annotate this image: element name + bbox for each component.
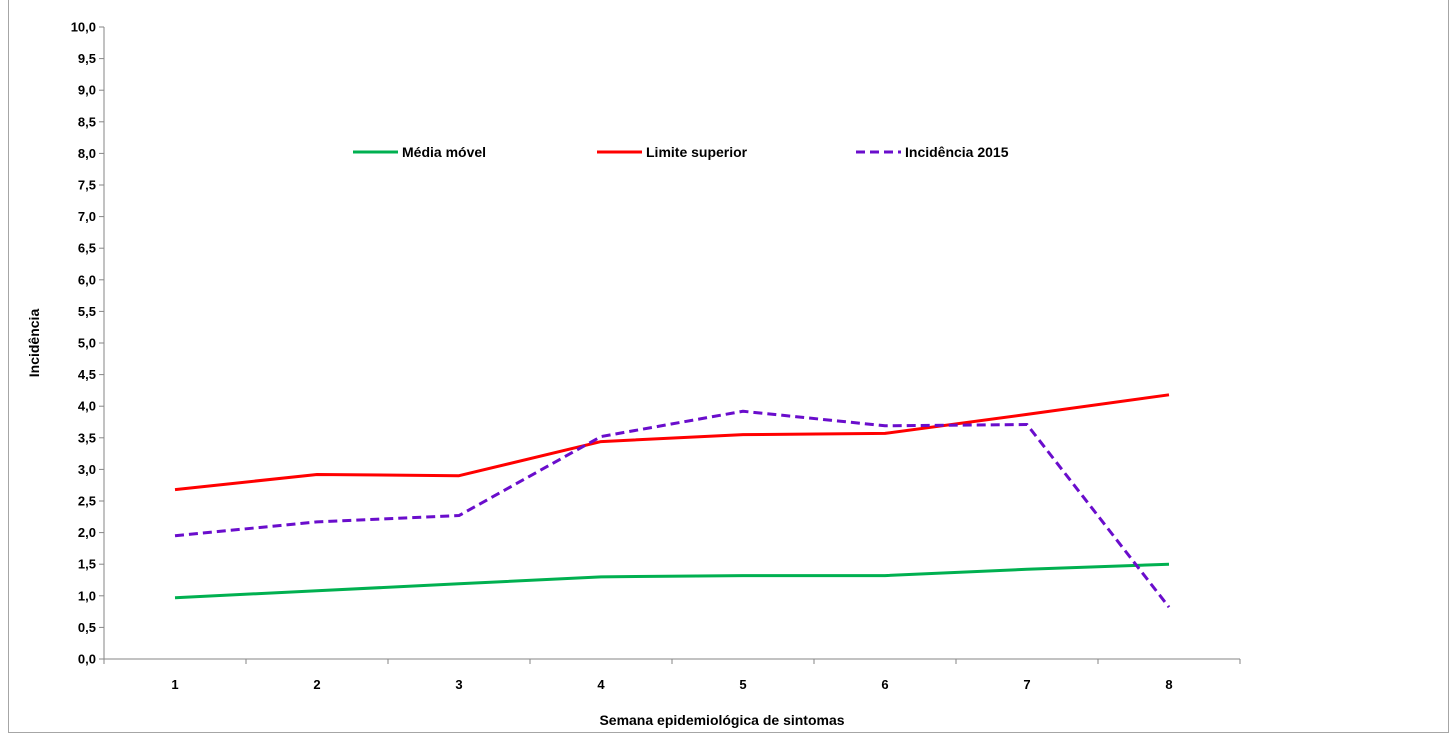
series-lines — [174, 393, 1171, 609]
x-axis-title: Semana epidemiológica de sintomas — [599, 712, 844, 728]
x-tick-label: 6 — [881, 677, 888, 692]
axes — [103, 27, 1240, 660]
y-tick-label: 8,5 — [78, 114, 96, 129]
y-tick-label: 9,0 — [78, 83, 96, 98]
y-tick-label: 3,5 — [78, 430, 96, 445]
y-tick-label: 5,0 — [78, 336, 96, 351]
series-line-media-movel — [174, 562, 1170, 600]
y-axis-title: Incidência — [26, 309, 42, 378]
x-tick-label: 2 — [313, 677, 320, 692]
x-ticks: 1 2 3 4 5 6 7 8 — [103, 659, 1241, 692]
chart-frame — [8, 0, 1449, 733]
y-tick-label: 2,5 — [78, 494, 96, 509]
y-tick-label: 0,0 — [78, 652, 96, 667]
x-tick-label: 8 — [1165, 677, 1172, 692]
y-tick-label: 7,5 — [78, 178, 96, 193]
y-tick-label: 0,5 — [78, 620, 96, 635]
x-tick-label: 4 — [597, 677, 605, 692]
x-tick-label: 3 — [455, 677, 462, 692]
x-tick-label: 7 — [1023, 677, 1030, 692]
y-tick-label: 6,5 — [78, 241, 96, 256]
y-ticks: 0,0 0,5 1,0 1,5 2,0 2,5 3,0 3,5 4,0 4,5 5,0 5,5 6,0 6… — [71, 20, 104, 667]
y-tick-label: 4,0 — [78, 399, 96, 414]
y-tick-label: 9,5 — [78, 51, 96, 66]
legend-label: Média móvel — [402, 144, 486, 160]
y-tick-label: 10,0 — [71, 20, 96, 35]
y-tick-label: 1,0 — [78, 588, 96, 603]
y-tick-label: 3,0 — [78, 462, 96, 477]
x-tick-label: 5 — [739, 677, 746, 692]
legend-label: Incidência 2015 — [905, 144, 1009, 160]
y-tick-label: 1,5 — [78, 557, 96, 572]
series-line-limite-superior — [174, 393, 1170, 492]
series-line-incidencia-2015 — [174, 409, 1171, 609]
y-tick-label: 6,0 — [78, 272, 96, 287]
y-tick-label: 7,0 — [78, 209, 96, 224]
y-tick-label: 2,0 — [78, 525, 96, 540]
y-tick-label: 4,5 — [78, 367, 96, 382]
x-tick-label: 1 — [171, 677, 178, 692]
y-tick-label: 5,5 — [78, 304, 96, 319]
y-tick-label: 8,0 — [78, 146, 96, 161]
legend-label: Limite superior — [646, 144, 748, 160]
legend: Média móvel Limite superior Incidência 201… — [353, 144, 1009, 160]
